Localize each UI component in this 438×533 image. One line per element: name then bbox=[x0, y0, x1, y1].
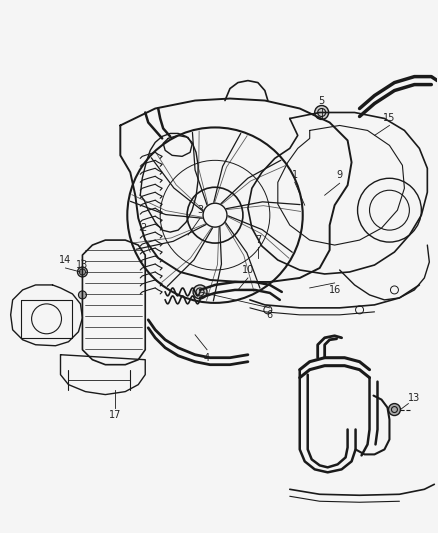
Circle shape bbox=[314, 106, 328, 119]
Text: 10: 10 bbox=[242, 265, 254, 275]
Text: 16: 16 bbox=[328, 285, 341, 295]
Text: 13: 13 bbox=[408, 393, 420, 402]
Text: 7: 7 bbox=[255, 235, 261, 245]
Text: 1: 1 bbox=[292, 170, 298, 180]
Circle shape bbox=[193, 285, 207, 299]
Circle shape bbox=[389, 403, 400, 416]
Text: 2: 2 bbox=[140, 223, 146, 233]
Text: 9: 9 bbox=[336, 170, 343, 180]
Circle shape bbox=[78, 291, 86, 299]
Text: 14: 14 bbox=[60, 255, 72, 265]
Circle shape bbox=[78, 267, 88, 277]
Text: 5: 5 bbox=[318, 95, 325, 106]
Text: 13: 13 bbox=[76, 260, 88, 270]
Text: 17: 17 bbox=[109, 409, 121, 419]
Text: 3: 3 bbox=[197, 205, 203, 215]
Text: 15: 15 bbox=[383, 114, 396, 124]
Text: 6: 6 bbox=[267, 310, 273, 320]
Text: 4: 4 bbox=[204, 353, 210, 363]
